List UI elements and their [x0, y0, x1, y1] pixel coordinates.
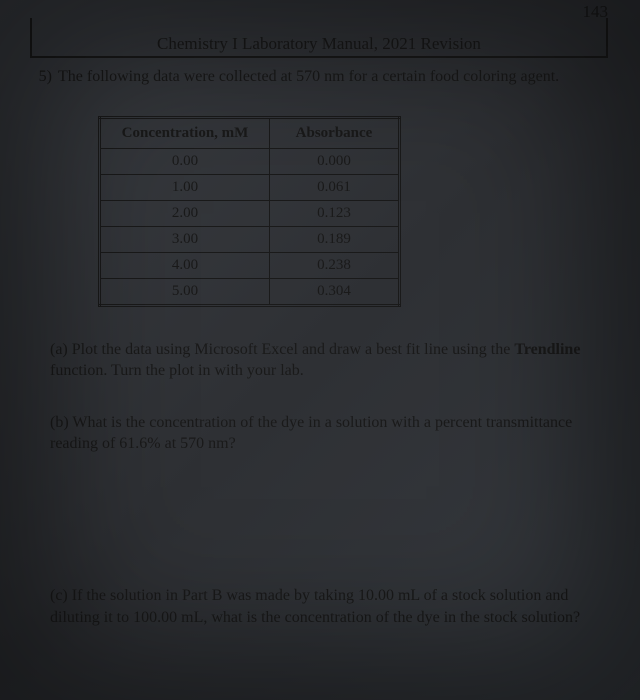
cell-conc: 0.00 — [100, 148, 270, 174]
question-5: 5) The following data were collected at … — [30, 66, 616, 88]
part-a: (a) Plot the data using Microsoft Excel … — [30, 339, 616, 382]
cell-abs: 0.238 — [270, 252, 400, 278]
cell-abs: 0.123 — [270, 200, 400, 226]
cell-conc: 4.00 — [100, 252, 270, 278]
cell-abs: 0.304 — [270, 278, 400, 305]
manual-title: Chemistry I Laboratory Manual, 2021 Revi… — [157, 34, 481, 54]
question-text: The following data were collected at 570… — [58, 66, 559, 88]
part-a-text-suffix: function. Turn the plot in with your lab… — [50, 362, 304, 379]
header-frame: 143 Chemistry I Laboratory Manual, 2021 … — [30, 18, 608, 58]
table-header-row: Concentration, mM Absorbance — [100, 117, 400, 148]
col-absorbance: Absorbance — [270, 117, 400, 148]
table-row: 3.000.189 — [100, 226, 400, 252]
part-b: (b) What is the concentration of the dye… — [30, 412, 616, 455]
table-row: 2.000.123 — [100, 200, 400, 226]
cell-abs: 0.000 — [270, 148, 400, 174]
table-row: 1.000.061 — [100, 174, 400, 200]
part-a-bold: Trendline — [514, 341, 580, 358]
table-row: 5.000.304 — [100, 278, 400, 305]
absorbance-table: Concentration, mM Absorbance 0.000.000 1… — [98, 116, 401, 307]
table-row: 4.000.238 — [100, 252, 400, 278]
question-number: 5) — [30, 66, 52, 88]
cell-conc: 1.00 — [100, 174, 270, 200]
cell-abs: 0.189 — [270, 226, 400, 252]
cell-conc: 5.00 — [100, 278, 270, 305]
table-row: 0.000.000 — [100, 148, 400, 174]
part-a-text-prefix: (a) Plot the data using Microsoft Excel … — [50, 341, 514, 358]
cell-conc: 3.00 — [100, 226, 270, 252]
cell-abs: 0.061 — [270, 174, 400, 200]
part-c: (c) If the solution in Part B was made b… — [30, 585, 616, 628]
col-concentration: Concentration, mM — [100, 117, 270, 148]
cell-conc: 2.00 — [100, 200, 270, 226]
page-container: 143 Chemistry I Laboratory Manual, 2021 … — [0, 0, 640, 700]
page-number: 143 — [583, 2, 609, 22]
